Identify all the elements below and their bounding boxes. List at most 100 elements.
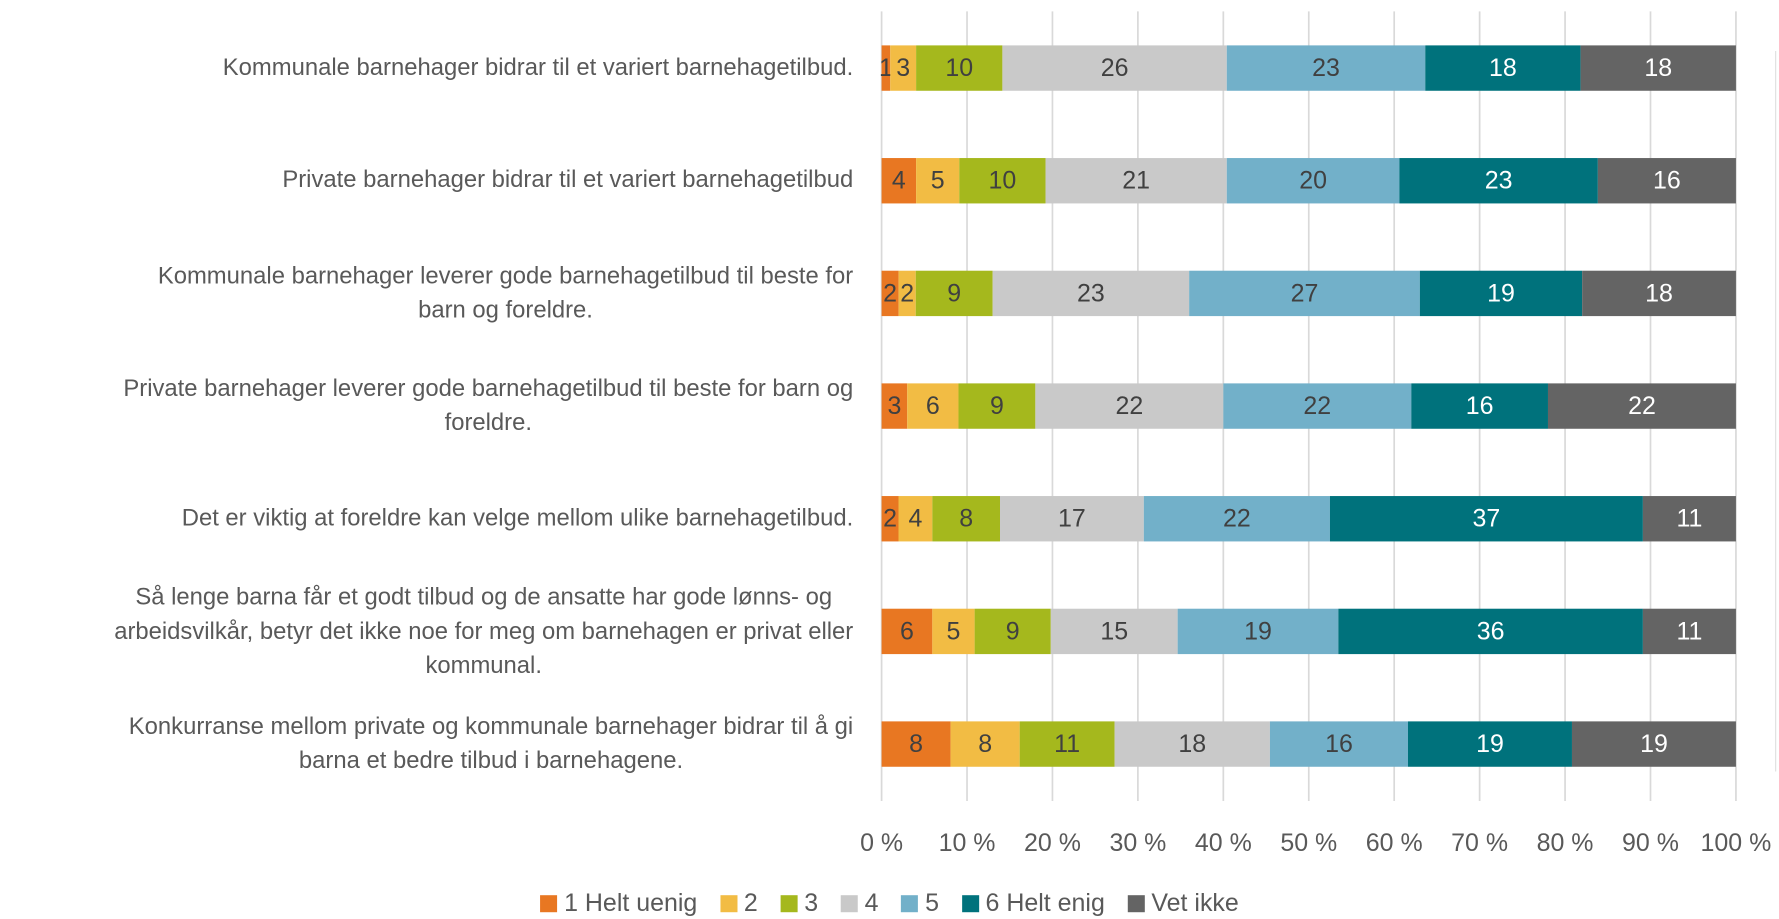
bar-segment [881,721,951,767]
bar-segment [907,383,959,429]
bar-segment [1597,158,1736,204]
legend-label: 6 Helt enig [985,888,1105,917]
data-label: 20 [1299,167,1327,195]
bar-segment [1189,270,1420,317]
data-label: 11 [1054,730,1080,758]
data-label: 9 [990,392,1004,420]
bar-segment [1000,496,1144,542]
data-label: 19 [1487,279,1515,307]
bar-segment [1269,721,1409,767]
bar-segment [890,45,917,91]
legend-label: 5 [925,888,939,917]
bar-segment [1035,383,1224,429]
bar-segment [1411,383,1548,429]
bar-segment [950,721,1020,767]
bar-segment [932,496,1001,542]
data-label: 22 [1223,505,1251,533]
data-label: 8 [909,730,923,758]
bar-segment [958,383,1036,429]
data-label: 2 [900,279,914,307]
data-label: 10 [945,54,973,82]
bar-segment [1329,496,1643,542]
bar-segment [1338,608,1643,655]
data-label: 23 [1485,167,1513,195]
category-label: Så lenge barna får et godt tilbud og de … [114,583,854,678]
bar-segment [1582,270,1736,317]
data-label: 1 [879,54,893,82]
category-label: Private barnehager bidrar til et variert… [282,167,854,194]
legend-swatch [901,894,919,912]
bar-segment [915,270,993,317]
bar-segment [916,45,1003,91]
x-tick-label: 70 % [1451,829,1508,857]
data-label: 19 [1476,730,1504,758]
bar-segment [898,270,916,317]
x-tick-label: 20 % [1024,829,1081,857]
bar-segment [898,496,933,542]
legend: 1 Helt uenig 2 3 4 5 6 Helt enig Vet ikke [0,888,1779,917]
legend-swatch [840,894,858,912]
bar-segment [1571,721,1736,767]
x-tick-label: 0 % [860,829,903,857]
data-label: 3 [887,392,901,420]
legend-label: 1 Helt uenig [564,888,698,917]
bar-segment [1002,45,1227,91]
x-tick-label: 90 % [1622,829,1679,857]
legend-label: 3 [804,888,819,917]
legend-item: 6 Helt enig [961,888,1105,917]
bar-segment [1642,608,1736,655]
bar-segment [881,270,899,317]
bar-segment [881,496,899,542]
bar-segment [1114,721,1270,767]
legend-swatch [780,894,798,912]
legend-label: Vet ikke [1151,888,1239,917]
legend-swatch [961,894,979,912]
category-label: Det er viktig at foreldre kan velge mell… [181,505,854,532]
data-label: 6 [900,617,914,645]
bar-segment [1223,383,1412,429]
bar-segment [881,383,908,429]
bar-segment [1177,608,1339,655]
data-label: 11 [1676,617,1702,645]
data-label: 22 [1628,392,1656,420]
data-label: 19 [1640,730,1668,758]
bar-segment [1045,158,1227,204]
data-label: 17 [1058,505,1086,533]
legend-label: 4 [864,888,879,917]
legend-swatch [1127,894,1145,912]
bar-segment [1143,496,1330,542]
data-label: 16 [1325,730,1353,758]
x-tick-label: 60 % [1366,829,1423,857]
data-label: 37 [1473,505,1501,533]
category-label: Konkurranse mellom private og kommunale … [128,713,854,774]
data-label: 27 [1291,279,1319,307]
legend-item: 2 [720,888,758,917]
data-label: 23 [1077,279,1105,307]
legend-item: 1 Helt uenig [540,888,697,917]
data-label: 4 [908,505,922,533]
data-label: 26 [1101,54,1129,82]
bar-segment [881,45,891,91]
bar-segment [932,608,975,655]
data-label: 9 [947,279,961,307]
bar-segment [881,158,917,204]
data-label: 18 [1489,54,1517,82]
legend-item: 3 [780,888,818,917]
data-label: 9 [1006,617,1020,645]
data-label: 11 [1676,505,1702,533]
data-label: 2 [883,505,897,533]
legend-label: 2 [743,888,758,917]
data-label: 18 [1644,54,1672,82]
bar-segment [1425,45,1581,91]
x-tick-label: 100 % [1701,829,1772,857]
legend-item: Vet ikke [1127,888,1239,917]
bar-segment [1050,608,1178,655]
data-label: 23 [1312,54,1340,82]
x-tick-label: 30 % [1109,829,1166,857]
bar-segment [1019,721,1115,767]
data-label: 22 [1303,392,1331,420]
data-label: 5 [931,167,945,195]
bar-segment [974,608,1051,655]
